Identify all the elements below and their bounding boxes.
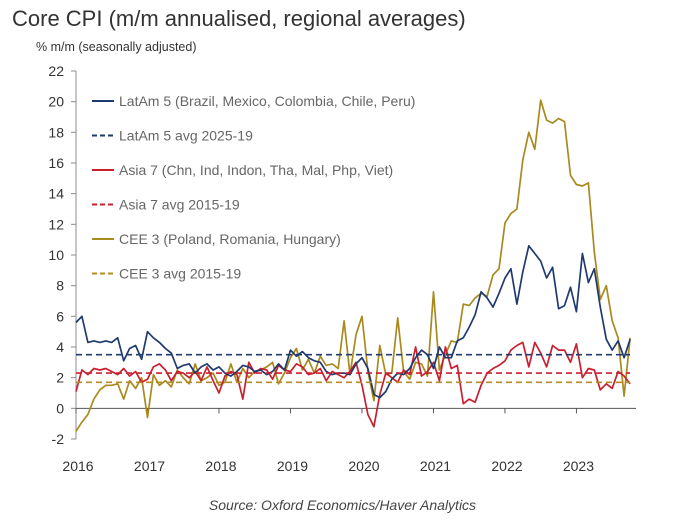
legend-label-5: CEE 3 avg 2015-19 [119,266,241,282]
y-axis-unit-label: % m/m (seasonally adjusted) [36,40,197,54]
y-tick-label: 6 [56,308,64,324]
legend-label-1: LatAm 5 avg 2025-19 [119,128,253,144]
y-tick-label: 8 [56,278,64,294]
x-tick-label: 2017 [134,458,165,474]
x-tick-label: 2022 [491,458,522,474]
x-tick-label: 2023 [563,458,594,474]
y-tick-label: 2 [56,370,64,386]
x-tick-label: 2020 [348,458,379,474]
legend-label-2: Asia 7 (Chn, Ind, Indon, Tha, Mal, Php, … [119,162,393,178]
y-tick-label: 20 [48,94,64,110]
legend-label-4: CEE 3 (Poland, Romania, Hungary) [119,231,341,247]
y-tick-label: 22 [48,63,64,79]
y-tick-label: 10 [48,247,64,263]
chart-title: Core CPI (m/m annualised, regional avera… [12,6,466,31]
y-tick-label: 14 [48,186,64,202]
legend-label-0: LatAm 5 (Brazil, Mexico, Colombia, Chile… [119,93,415,109]
legend: LatAm 5 (Brazil, Mexico, Colombia, Chile… [92,93,415,282]
y-tick-label: 0 [56,400,64,416]
y-tick-label: 12 [48,216,64,232]
y-tick-label: 16 [48,155,64,171]
x-tick-label: 2019 [277,458,308,474]
y-tick-label: 4 [56,339,64,355]
y-tick-label: 18 [48,124,64,140]
x-tick-label: 2016 [62,458,93,474]
x-tick-label: 2018 [205,458,236,474]
series-line-2 [75,341,631,428]
y-tick-label: -2 [52,431,65,447]
series-line-0 [75,244,631,399]
plot-area [75,99,631,432]
source-note: Source: Oxford Economics/Haver Analytics [208,497,477,513]
x-tick-label: 2021 [420,458,451,474]
legend-label-3: Asia 7 avg 2015-19 [119,197,240,213]
series-line-4 [75,99,631,432]
